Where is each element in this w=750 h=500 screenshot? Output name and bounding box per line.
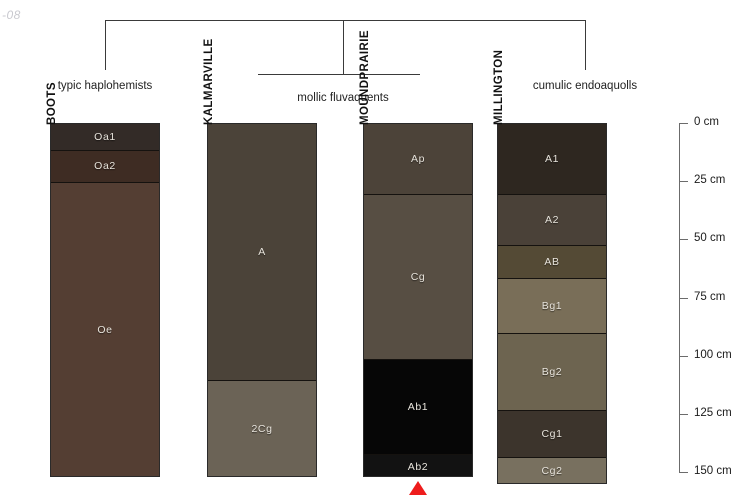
horizon-label: Bg2 (541, 366, 563, 379)
horizon-moundprairie-ab1[interactable]: Ab1 (364, 359, 472, 455)
horizon-label: Bg1 (541, 300, 563, 312)
horizon-millington-a2[interactable]: A2 (498, 193, 606, 245)
horizon-boots-oe[interactable]: Oe (51, 182, 159, 476)
series-name-kalmarville: KALMARVILLE (203, 38, 215, 125)
horizon-label: Cg (410, 270, 426, 283)
depth-tick-150 (679, 472, 688, 474)
series-name-moundprairie: MOUNDPRAIRIE (359, 30, 371, 125)
tree-branch-right (585, 20, 586, 70)
horizon-label: Cg2 (541, 465, 563, 478)
profile-box-kalmarville: A 2Cg (207, 123, 317, 477)
corner-watermark: -08 (2, 8, 21, 22)
horizon-label: A2 (544, 213, 560, 226)
horizon-label: Ab1 (407, 401, 429, 414)
horizon-millington-bg2[interactable]: Bg2 (498, 333, 606, 411)
depth-tick-label-150: 150 cm (694, 465, 732, 478)
tree-top-bar (105, 20, 585, 21)
tree-branch-left (105, 20, 106, 70)
depth-tick-125 (679, 413, 688, 415)
horizon-label: AB (544, 255, 560, 268)
profile-box-boots: Oa1 Oa2 Oe (50, 123, 160, 477)
horizon-label: A (258, 245, 266, 258)
horizon-millington-cg1[interactable]: Cg1 (498, 410, 606, 457)
depth-tick-label-25: 25 cm (694, 174, 726, 187)
horizon-millington-cg2[interactable]: Cg2 (498, 456, 606, 483)
horizon-label: Ab2 (407, 460, 429, 473)
depth-tick-label-0: 0 cm (694, 116, 719, 128)
tree-branch-middle (343, 20, 344, 74)
depth-tick-50 (679, 239, 688, 241)
tree-middle-bar (258, 74, 420, 75)
horizon-millington-bg1[interactable]: Bg1 (498, 277, 606, 334)
depth-tick-label-75: 75 cm (694, 290, 726, 303)
tree-label-cumulic-endoaquolls: cumulic endoaquolls (532, 80, 638, 92)
horizon-label: Oe (97, 324, 113, 337)
depth-tick-label-50: 50 cm (694, 232, 726, 245)
horizon-moundprairie-cg[interactable]: Cg (364, 193, 472, 359)
profile-box-millington: A1 A2 AB Bg1 Bg2 Cg1 Cg2 (497, 123, 607, 484)
tree-label-mollic-fluvaquents: mollic fluvaquents (297, 92, 389, 104)
depth-tick-75 (679, 297, 688, 299)
horizon-boots-oa2[interactable]: Oa2 (51, 149, 159, 183)
profile-millington: A1 A2 AB Bg1 Bg2 Cg1 Cg2 (497, 123, 607, 484)
horizon-millington-ab[interactable]: AB (498, 245, 606, 278)
horizon-label: Cg1 (541, 427, 563, 440)
profile-kalmarville: A 2Cg (207, 123, 317, 477)
profile-box-moundprairie: Ap Cg Ab1 Ab2 (363, 123, 473, 477)
series-name-millington: MILLINGTON (493, 49, 505, 125)
tree-label-typic-haplohemists: typic haplohemists (57, 80, 153, 92)
depth-tick-0 (679, 123, 688, 124)
horizon-label: 2Cg (251, 423, 273, 436)
horizon-kalmarville-a[interactable]: A (208, 124, 316, 380)
depth-tick-100 (679, 355, 688, 357)
horizon-label: Ap (410, 152, 426, 165)
depth-tick-label-100: 100 cm (694, 348, 732, 361)
series-name-boots: BOOTS (46, 82, 58, 125)
horizon-kalmarville-2cg[interactable]: 2Cg (208, 379, 316, 476)
horizon-millington-a1[interactable]: A1 (498, 124, 606, 194)
red-triangle-marker[interactable] (409, 480, 427, 495)
horizon-boots-oa1[interactable]: Oa1 (51, 124, 159, 150)
horizon-moundprairie-ab2[interactable]: Ab2 (364, 454, 472, 476)
horizon-label: Oa2 (94, 160, 116, 173)
profile-moundprairie: Ap Cg Ab1 Ab2 (363, 123, 473, 477)
profile-boots: Oa1 Oa2 Oe (50, 123, 160, 477)
horizon-label: Oa1 (94, 130, 116, 143)
depth-tick-label-125: 125 cm (694, 406, 732, 419)
horizon-moundprairie-ap[interactable]: Ap (364, 124, 472, 194)
horizon-label: A1 (544, 152, 560, 165)
depth-tick-25 (679, 181, 688, 183)
